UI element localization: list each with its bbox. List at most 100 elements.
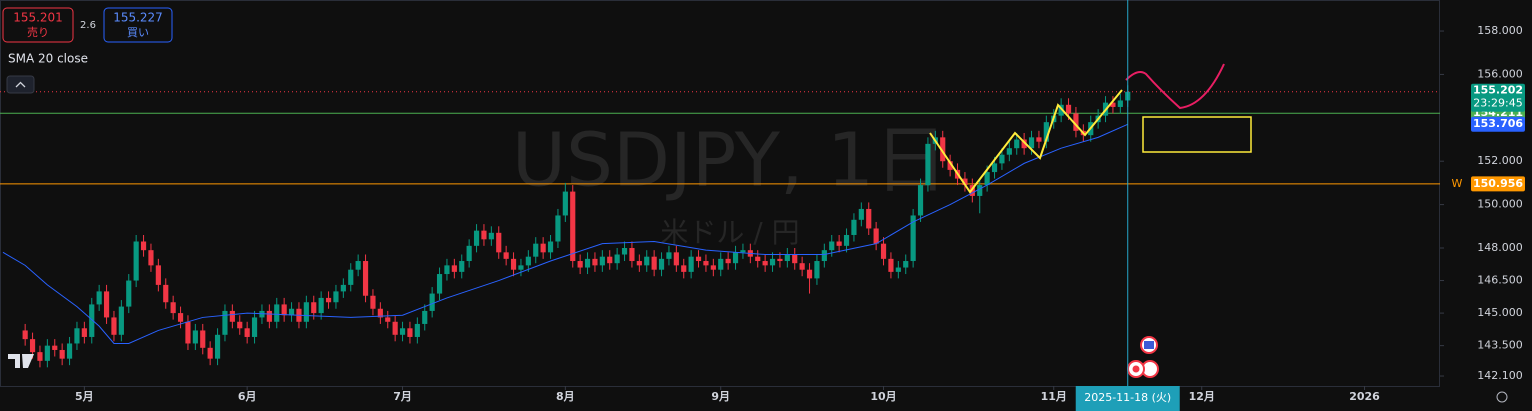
candle-body — [607, 256, 613, 264]
candle-body — [274, 304, 280, 322]
candle-body — [52, 345, 58, 350]
candle-body — [614, 254, 620, 264]
curve-drawing[interactable] — [1125, 63, 1225, 110]
price-label-box — [1471, 176, 1525, 192]
candle-body — [799, 263, 805, 270]
candle-body — [880, 243, 887, 259]
sell-button[interactable] — [2, 7, 74, 43]
flag-dot — [1132, 365, 1140, 373]
candle-body — [340, 284, 346, 292]
candle-body — [984, 172, 990, 186]
rectangle-drawing[interactable] — [1142, 116, 1252, 153]
collapse-button[interactable] — [6, 75, 35, 94]
candle-body — [281, 304, 287, 316]
candle-body — [325, 297, 332, 303]
candle-body — [488, 232, 494, 240]
candle-body — [244, 328, 250, 337]
candle-body — [66, 343, 73, 359]
candle-body — [377, 308, 383, 318]
candle-body — [858, 208, 864, 220]
candle-body — [895, 267, 901, 272]
zigzag-drawing[interactable] — [929, 89, 1123, 194]
candle-body — [303, 302, 309, 322]
countdown-label: 23:29:45 — [1473, 97, 1522, 110]
candle-body — [888, 258, 894, 272]
y-tick-label: 158.000 — [1477, 24, 1523, 37]
buy-button[interactable] — [103, 7, 173, 43]
candle-body — [1073, 113, 1079, 131]
y-tick-label: 148.000 — [1477, 241, 1523, 254]
sma-label-box — [1471, 116, 1525, 132]
candle-body — [547, 241, 554, 253]
candle-body — [422, 310, 428, 324]
candle-body — [355, 261, 361, 270]
candle-body — [496, 232, 502, 253]
y-tick-label: 143.500 — [1477, 339, 1523, 352]
candle-body — [251, 317, 258, 337]
candle-body — [1065, 104, 1072, 114]
watermark-title: USDJPY, 1日 — [512, 118, 948, 204]
candle-body — [1117, 100, 1123, 107]
candle-body — [806, 269, 813, 279]
candle-body — [947, 161, 953, 170]
candle-body — [718, 258, 724, 270]
candle-body — [666, 252, 672, 259]
crosshair-label-box — [1075, 386, 1180, 411]
x-tick-label: 8月 — [556, 390, 575, 403]
candle-body — [37, 352, 43, 361]
candle-body — [784, 254, 790, 262]
candle-body — [185, 321, 191, 344]
candle-body — [466, 245, 472, 262]
candle-body — [44, 345, 50, 361]
sell-price: 155.201 — [13, 11, 63, 25]
candle-body — [755, 256, 761, 262]
candle-body — [22, 330, 28, 340]
candle-body — [1021, 139, 1027, 149]
candle-body — [673, 252, 679, 266]
x-tick-label: 6月 — [238, 390, 257, 403]
candle-body — [399, 328, 406, 335]
candle-body — [651, 256, 657, 270]
candle-body — [829, 241, 835, 251]
candle-body — [940, 137, 946, 162]
candle-body — [851, 219, 857, 235]
candle-body — [89, 304, 95, 337]
sma-line — [2, 123, 1128, 344]
x-tick-label: 2026 — [1349, 390, 1380, 403]
candle-body — [192, 330, 198, 344]
flag-mark — [1144, 341, 1154, 349]
candle-body — [318, 297, 324, 314]
candle-body — [866, 208, 872, 229]
candle-body — [555, 215, 561, 242]
candle-body — [703, 261, 709, 266]
candle-body — [311, 302, 317, 314]
x-tick-label: 5月 — [75, 390, 94, 403]
candle-body — [732, 252, 739, 264]
candle-body — [533, 243, 539, 257]
buy-price: 155.227 — [113, 11, 163, 25]
candle-body — [725, 258, 731, 264]
candle-body — [392, 321, 398, 335]
candle-body — [629, 248, 635, 262]
crosshair-label: 2025-11-18 (火) — [1084, 391, 1171, 404]
candle-body — [111, 317, 117, 335]
candle-body — [370, 295, 376, 309]
candle-body — [473, 230, 480, 246]
settings-icon[interactable] — [1496, 391, 1508, 403]
candle-body — [562, 191, 568, 216]
candle-body — [570, 191, 576, 262]
candle-body — [1014, 139, 1020, 149]
y-tick-label: 142.100 — [1477, 369, 1523, 382]
candle-body — [1110, 102, 1116, 107]
candle-body — [540, 243, 546, 253]
candle-body — [681, 265, 687, 272]
candle-body — [170, 302, 176, 314]
candle-body — [658, 258, 665, 270]
price-label: 150.956 — [1473, 177, 1523, 190]
candle-body — [1036, 137, 1042, 142]
tv-logo — [8, 354, 34, 368]
y-tick-label: 152.000 — [1477, 154, 1523, 167]
price-line-tag: W — [1452, 177, 1463, 190]
candle-body — [769, 258, 776, 266]
x-tick-label: 9月 — [711, 390, 730, 403]
